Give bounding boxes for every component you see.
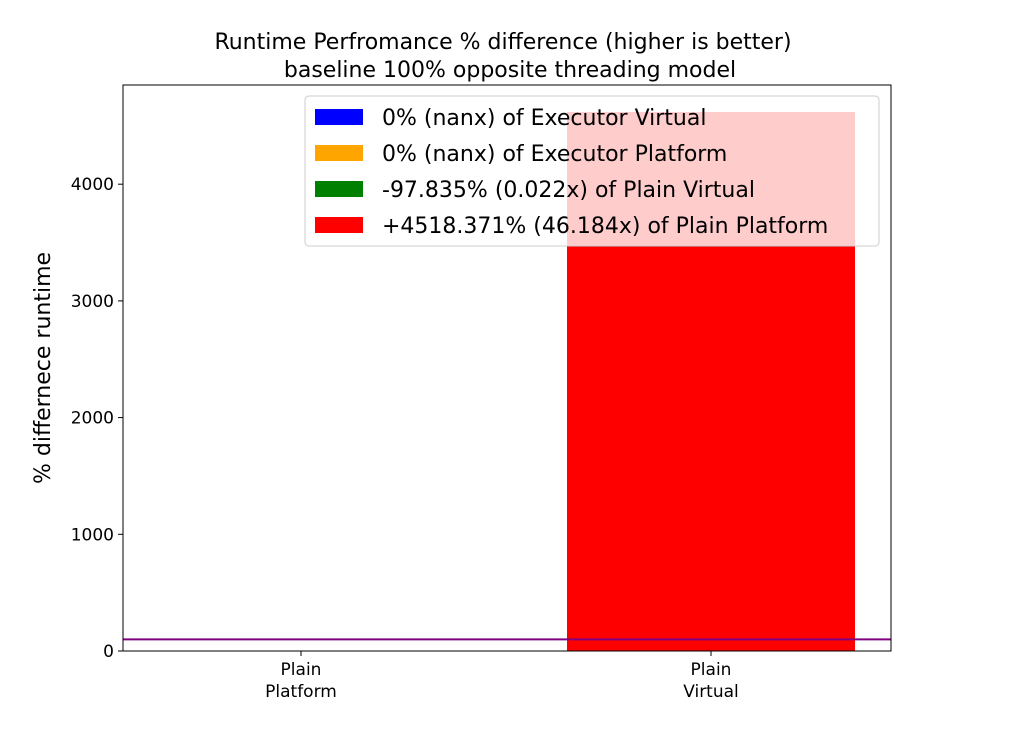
y-ticks: 0 1000 2000 3000 4000 [71,175,123,662]
x-tick-label-1-line1: Plain [691,660,732,680]
legend-swatch-2 [315,181,363,197]
legend-swatch-0 [315,109,363,125]
legend-label-2: -97.835% (0.022x) of Plain Virtual [382,178,755,203]
y-tick-label-3: 3000 [71,292,114,312]
y-tick-label-4: 4000 [71,175,114,195]
x-tick-label-1-line2: Virtual [683,682,739,702]
legend: 0% (nanx) of Executor Virtual 0% (nanx) o… [304,95,880,247]
x-tick-label-0-line2: Platform [265,682,337,702]
x-tick-label-0-line1: Plain [281,660,322,680]
legend-swatch-3 [315,217,363,233]
y-tick-label-0: 0 [103,642,114,662]
chart-title: Runtime Perfromance % difference (higher… [214,30,791,55]
legend-box [304,95,880,247]
y-axis-label: % differnece runtime [31,252,56,484]
legend-label-3: +4518.371% (46.184x) of Plain Platform [382,214,828,239]
y-tick-label-1: 1000 [71,525,114,545]
chart-subtitle: baseline 100% opposite threading model [284,58,736,83]
legend-swatch-1 [315,145,363,161]
legend-label-1: 0% (nanx) of Executor Platform [382,142,727,167]
legend-label-0: 0% (nanx) of Executor Virtual [382,106,706,131]
legend-entries: 0% (nanx) of Executor Virtual 0% (nanx) o… [315,106,828,239]
y-tick-label-2: 2000 [71,409,114,429]
plot-frame [122,84,892,652]
